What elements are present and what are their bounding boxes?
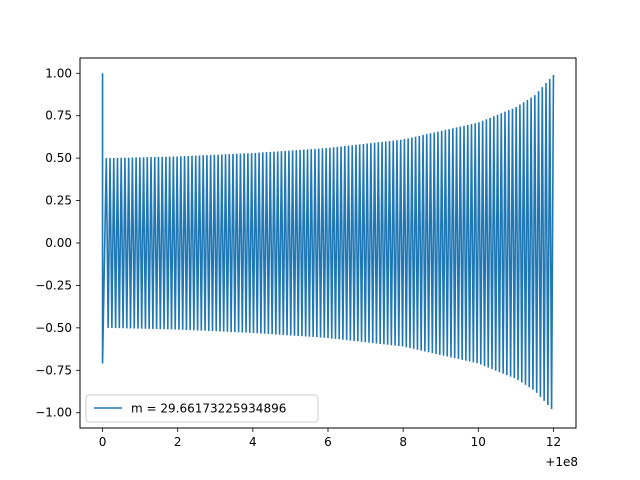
x-offset-label: +1e8 [545,455,578,469]
x-tick-label: 6 [324,435,332,449]
legend-box [85,394,319,423]
x-tick-label: 0 [99,435,107,449]
x-tick-label: 12 [546,435,561,449]
y-tick-label: 0.25 [45,194,72,208]
x-axis: 0 2 4 6 8 10 12 [99,428,561,449]
y-tick-label: 1.00 [45,66,72,80]
y-tick-label: −1.00 [35,406,72,420]
y-tick-label: −0.50 [35,321,72,335]
y-tick-label: 0.50 [45,151,72,165]
x-tick-label: 8 [399,435,407,449]
x-tick-label: 10 [471,435,486,449]
y-tick-label: −0.25 [35,278,72,292]
y-tick-label: 0.00 [45,236,72,250]
series-line [101,73,555,410]
y-tick-label: 0.75 [45,109,72,123]
x-tick-label: 2 [174,435,182,449]
x-tick-label: 4 [249,435,257,449]
plot-area [101,73,555,410]
y-tick-label: −0.75 [35,363,72,377]
legend-label: m = 29.66173225934896 [131,402,286,416]
y-axis: 1.00 0.75 0.50 0.25 0.00 −0.25 −0.50 −0.75 −1.00 [35,66,80,420]
legend: m = 29.66173225934896 [85,394,319,423]
